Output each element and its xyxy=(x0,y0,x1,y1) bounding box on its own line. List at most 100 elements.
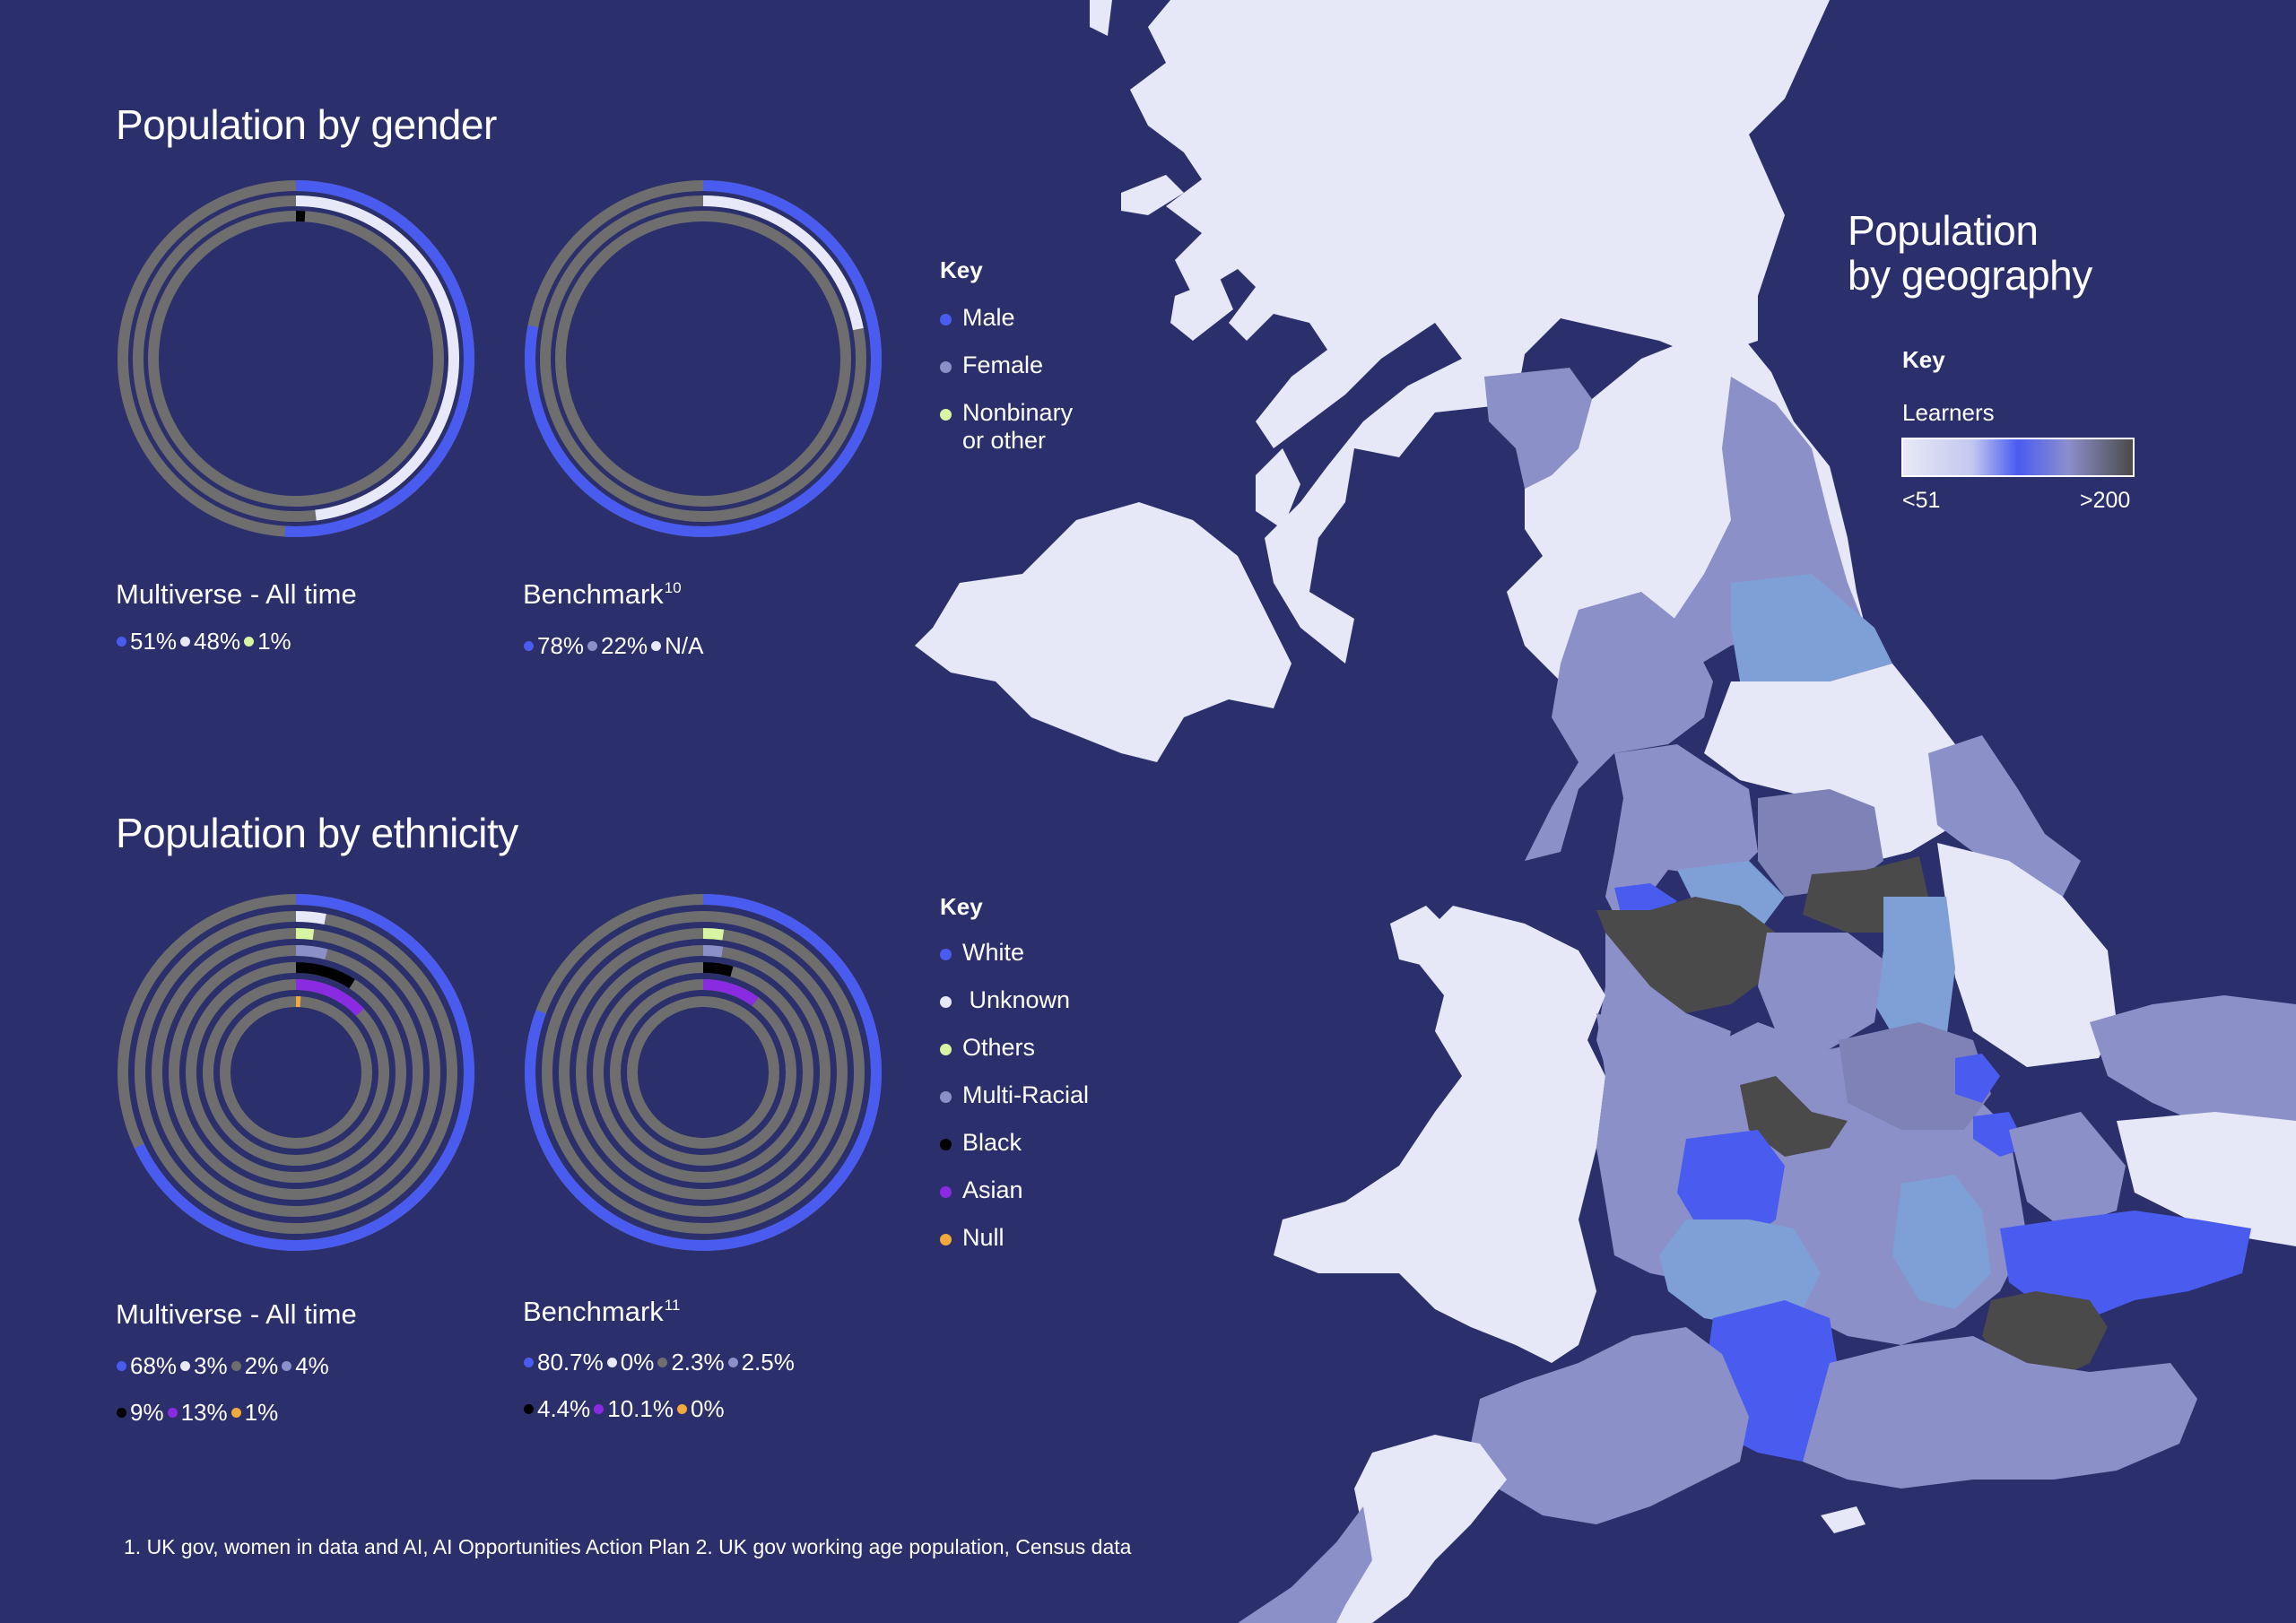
ethnicity-key: Key White Unknown Others Multi-Racial Bl… xyxy=(940,893,1089,1252)
legend-value: 4.4% xyxy=(537,1395,591,1422)
legend-dot xyxy=(180,637,191,647)
map-region xyxy=(1839,1022,1991,1130)
map-region-scotland xyxy=(1130,0,1830,664)
key-item-female: Female xyxy=(940,352,1073,379)
ring-track xyxy=(559,928,848,1217)
others-swatch xyxy=(940,1044,952,1055)
nonbinary-swatch xyxy=(940,409,952,421)
legend-value: 0% xyxy=(691,1395,725,1422)
ethnicity-key-title: Key xyxy=(940,893,983,920)
geography-title: Population by geography xyxy=(1848,207,2092,299)
geography-gradient-bar xyxy=(1901,438,2135,477)
map-region xyxy=(1955,1054,2000,1103)
male-swatch xyxy=(940,314,952,325)
legend-dot xyxy=(727,1358,738,1367)
ring-bar-male xyxy=(284,180,474,537)
ring-track xyxy=(148,211,444,507)
key-item-male: Male xyxy=(940,304,1073,332)
ring-track xyxy=(627,996,779,1149)
gender-benchmark-label: Benchmark10 xyxy=(523,578,682,610)
ring-track xyxy=(542,911,865,1234)
ring-bar-asian xyxy=(702,979,759,1007)
ring-bar-others xyxy=(702,928,725,941)
map-region xyxy=(1731,574,1892,699)
map-island xyxy=(1090,0,1112,36)
map-region xyxy=(2009,1112,2126,1228)
ring-bar-multi-racial xyxy=(295,945,328,960)
map-region-lincolnshire xyxy=(1937,843,2117,1067)
map-island xyxy=(1121,175,1184,215)
ethnicity-multiverse-label: Multiverse - All time xyxy=(116,1298,357,1330)
ring-bar-black xyxy=(702,962,734,977)
map-region xyxy=(1659,1219,1821,1327)
footnote-ref: 11 xyxy=(664,1297,681,1314)
map-region-devon xyxy=(1238,1506,1372,1623)
legend-dot xyxy=(657,1358,668,1367)
legend-value: 9% xyxy=(130,1399,164,1426)
map-region xyxy=(1677,1130,1785,1246)
legend-dot xyxy=(117,1408,126,1418)
map-region-derbyshire xyxy=(1758,933,1883,1049)
gender-multiverse-label: Multiverse - All time xyxy=(116,578,357,610)
legend-dot xyxy=(230,1408,241,1418)
legend-dot xyxy=(230,1361,241,1371)
footnote: 1. UK gov, women in data and AI, AI Oppo… xyxy=(124,1535,1132,1558)
ring-track xyxy=(610,979,796,1166)
key-item-nonbinary: Nonbinary or other xyxy=(940,399,1073,455)
map-region-wales xyxy=(1274,906,1605,1363)
ring-bar-unknown xyxy=(295,911,326,924)
map-region-norfolk xyxy=(2090,995,2296,1130)
ring-track xyxy=(152,928,440,1217)
legend-dot xyxy=(167,1408,178,1418)
map-region-greater-manchester xyxy=(1596,897,1776,1013)
legend-value: 51% xyxy=(130,628,178,655)
ethnicity-benchmark-legend-row2: 4.4% 10.1% 0% xyxy=(522,1395,726,1423)
legend-value: 1% xyxy=(244,1399,279,1426)
geography-scale-label: Learners xyxy=(1902,399,1995,426)
female-swatch xyxy=(940,361,952,373)
legend-dot xyxy=(524,1358,534,1367)
geography-scale-min: <51 xyxy=(1902,488,1941,513)
legend-value: 80.7% xyxy=(537,1349,604,1376)
gender-benchmark-legend: 78% 22% N/A xyxy=(522,632,705,660)
map-region-suffolk xyxy=(2117,1112,2296,1246)
ethnicity-benchmark-legend-row1: 80.7% 0% 2.3% 2.5% xyxy=(522,1349,796,1376)
map-region-nottinghamshire xyxy=(1874,897,1955,1049)
legend-dot xyxy=(677,1404,687,1414)
legend-value: 1% xyxy=(257,628,291,655)
legend-dot xyxy=(587,641,598,651)
ring-bar-multi-racial xyxy=(702,944,724,958)
legend-value: 78% xyxy=(537,632,585,659)
legend-dot xyxy=(524,1404,534,1414)
legend-dot xyxy=(180,1361,191,1371)
key-item-unknown: Unknown xyxy=(940,986,1089,1014)
map-island-wight xyxy=(1821,1506,1866,1533)
black-swatch xyxy=(940,1139,952,1150)
map-region-south xyxy=(1803,1336,2197,1488)
legend-dot xyxy=(606,1358,617,1367)
null-swatch xyxy=(940,1234,952,1245)
ring-track xyxy=(220,996,372,1149)
ring-bar-others xyxy=(295,927,315,941)
white-swatch xyxy=(940,949,952,960)
map-region-yorkshire xyxy=(1704,664,1991,861)
legend-value: 4% xyxy=(295,1352,329,1379)
multiracial-swatch xyxy=(940,1091,952,1103)
map-region-west-midlands xyxy=(1740,1076,1848,1157)
key-item-multiracial: Multi-Racial xyxy=(940,1081,1089,1109)
ethnicity-multiverse-radial-chart xyxy=(117,894,474,1251)
asian-swatch xyxy=(940,1186,952,1198)
ethnicity-multiverse-legend-row2: 9% 13% 1% xyxy=(115,1399,280,1427)
gender-title: Population by gender xyxy=(116,101,497,148)
legend-value: 2.5% xyxy=(741,1349,795,1376)
legend-value: N/A xyxy=(665,632,704,659)
key-item-asian: Asian xyxy=(940,1176,1089,1204)
legend-value: 3% xyxy=(194,1352,228,1379)
legend-value: 0% xyxy=(620,1349,655,1376)
legend-value: 13% xyxy=(180,1399,228,1426)
ring-bar-female xyxy=(702,195,864,331)
gender-key: Key Male Female Nonbinary or other xyxy=(940,256,1073,455)
ethnicity-title: Population by ethnicity xyxy=(116,810,518,856)
ethnicity-multiverse-legend-row1: 68% 3% 2% 4% xyxy=(115,1352,331,1380)
